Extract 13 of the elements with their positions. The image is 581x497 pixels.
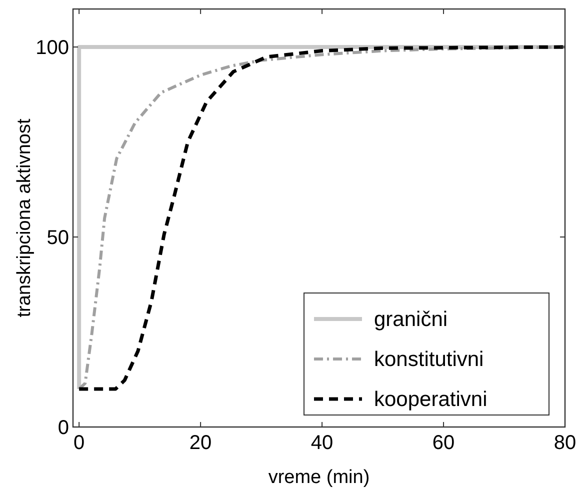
- x-axis-title: vreme (min): [268, 467, 370, 488]
- y-tick-label: 100: [36, 37, 69, 59]
- x-tick-label: 40: [310, 432, 334, 454]
- legend-label: kooperativni: [374, 388, 488, 411]
- x-tick-label: 20: [189, 432, 212, 454]
- x-tick-label: 0: [74, 432, 85, 454]
- y-tick-label: 0: [58, 417, 69, 439]
- x-tick-label: 80: [554, 432, 576, 454]
- y-tick-label: 50: [46, 227, 69, 249]
- x-tick-label: 60: [432, 432, 455, 454]
- legend-label: konstitutivni: [374, 348, 484, 371]
- y-axis-title: transkripciona aktivnost: [14, 118, 35, 318]
- legend-label: granični: [374, 308, 448, 331]
